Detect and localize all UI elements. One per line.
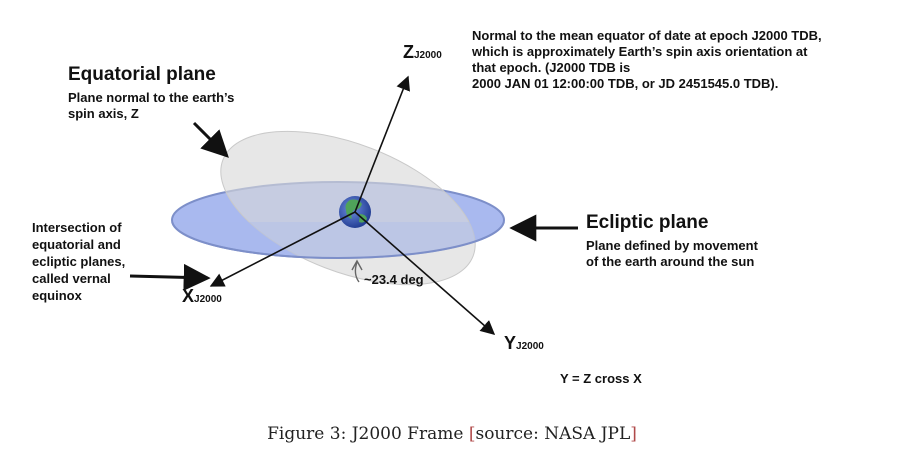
equinox-pointer-arrow xyxy=(129,263,211,291)
tilt-angle-arc xyxy=(354,261,360,283)
z-axis-letter: Z xyxy=(403,42,414,62)
z-axis-label: ZJ2000 xyxy=(403,42,442,63)
x-axis-letter: X xyxy=(182,286,195,306)
y-axis-label: YJ2000 xyxy=(504,333,544,354)
z-note-line: Normal to the mean equator of date at ep… xyxy=(472,28,822,43)
caption-open-bracket: [ xyxy=(468,424,476,444)
equatorial-plane-title: Equatorial plane xyxy=(68,64,216,85)
equatorial-desc-line: spin axis, Z xyxy=(68,106,139,121)
z-axis-note: Normal to the mean equator of date at ep… xyxy=(472,28,892,92)
y-axis-subscript: J2000 xyxy=(516,341,544,352)
z-note-line: 2000 JAN 01 12:00:00 TDB, or JD 2451545.… xyxy=(472,76,779,91)
ecliptic-plane-label: Ecliptic plane Plane defined by movement… xyxy=(586,212,758,270)
ecliptic-desc-line: Plane defined by movement xyxy=(586,238,758,253)
z-note-line: that epoch. (J2000 TDB is xyxy=(472,60,631,75)
caption-close-bracket: ] xyxy=(630,424,637,444)
equatorial-pointer-arrow xyxy=(192,121,229,158)
caption-source: source: NASA JPL xyxy=(475,424,631,444)
z-note-line: which is approximately Earth’s spin axis… xyxy=(472,44,808,59)
equatorial-plane-label: Equatorial plane Plane normal to the ear… xyxy=(68,64,234,122)
equinox-line: equinox xyxy=(32,288,82,303)
equinox-line: called vernal xyxy=(32,271,111,286)
ecliptic-plane-front-rim xyxy=(171,222,505,259)
y-axis-letter: Y xyxy=(504,333,517,353)
x-axis-label: XJ2000 xyxy=(182,286,222,307)
z-axis-subscript: J2000 xyxy=(414,50,442,61)
vernal-equinox-label: Intersection of equatorial and ecliptic … xyxy=(32,219,125,304)
equatorial-desc-line: Plane normal to the earth’s xyxy=(68,90,235,105)
equinox-line: equatorial and xyxy=(32,237,121,252)
caption-prefix: Figure 3: J2000 Frame xyxy=(267,424,469,444)
z-axis-arrow xyxy=(354,75,410,213)
cross-product-note: Y = Z cross X xyxy=(560,371,642,386)
figure-caption: Figure 3: J2000 Frame [source: NASA JPL] xyxy=(0,424,904,444)
x-axis-subscript: J2000 xyxy=(194,294,222,305)
equinox-line: ecliptic planes, xyxy=(32,254,126,269)
x-axis-arrow xyxy=(209,211,356,287)
equinox-line: Intersection of xyxy=(32,220,122,235)
ecliptic-plane-title: Ecliptic plane xyxy=(586,212,709,233)
y-axis-arrow xyxy=(354,211,496,335)
ecliptic-desc-line: of the earth around the sun xyxy=(586,254,755,269)
tilt-angle-label: ~23.4 deg xyxy=(364,272,424,287)
